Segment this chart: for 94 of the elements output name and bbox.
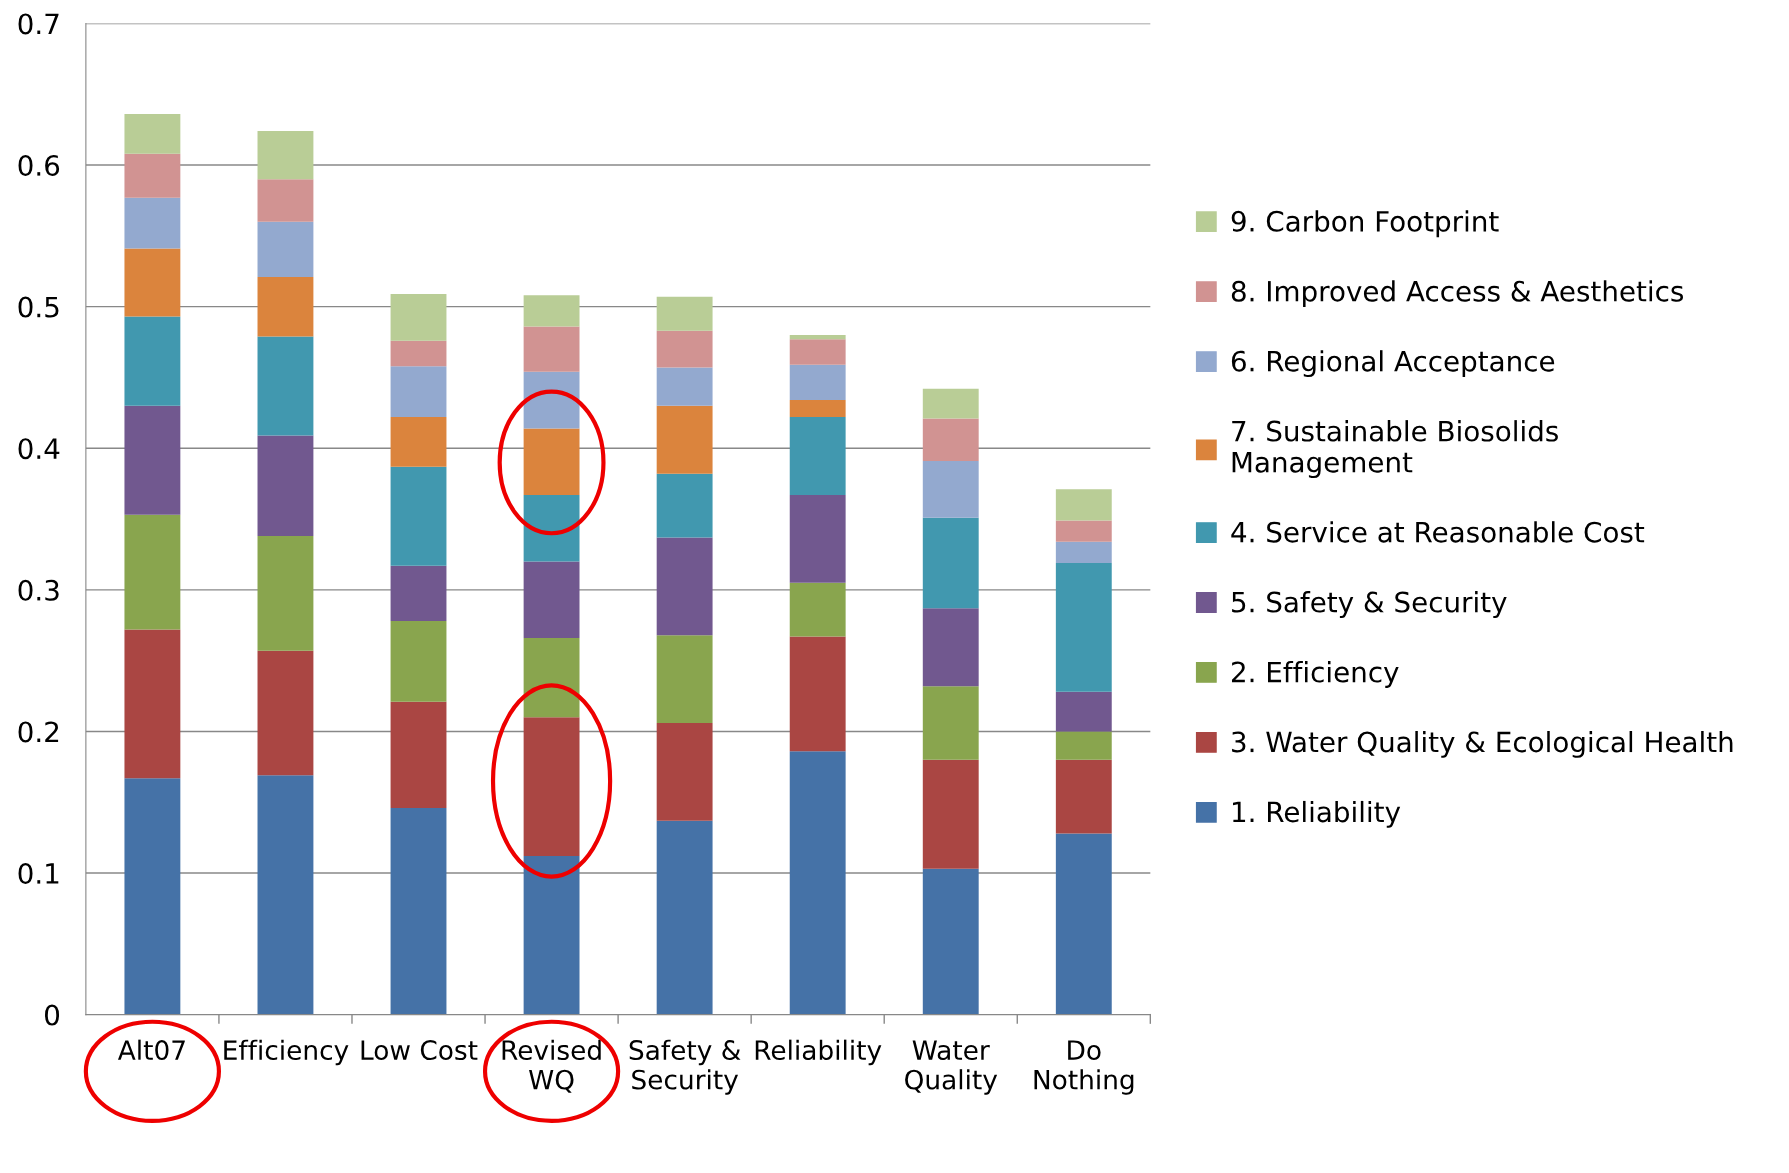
bar	[124, 248, 181, 317]
y-tick-label: 0.7	[18, 13, 59, 35]
bar	[1055, 691, 1112, 732]
bar	[523, 371, 580, 429]
bar	[656, 820, 713, 1015]
bar	[1055, 759, 1112, 834]
bar	[390, 340, 447, 367]
bar	[1055, 541, 1112, 563]
bar	[656, 330, 713, 368]
bar	[124, 197, 181, 249]
bar	[922, 759, 979, 869]
bar	[257, 276, 314, 337]
bar	[523, 494, 580, 562]
x-tick-label: Reliability	[755, 1039, 882, 1066]
bar	[257, 131, 314, 180]
x-tick-label: Safety & Security	[629, 1039, 741, 1095]
bar	[789, 582, 846, 637]
bar	[656, 296, 713, 331]
bar	[257, 775, 314, 1015]
bar	[1055, 520, 1112, 542]
bar	[922, 517, 979, 609]
bar	[257, 650, 314, 776]
bar	[124, 778, 181, 1015]
x-tick-label: Revised WQ	[502, 1039, 601, 1093]
bar	[789, 636, 846, 752]
x-tick-label: Efficiency	[224, 1039, 349, 1066]
bar	[390, 417, 447, 467]
legend-label: 9. Carbon Footprint	[1231, 210, 1499, 238]
bar	[523, 295, 580, 327]
bar	[523, 561, 580, 638]
bar	[789, 417, 846, 495]
legend-label: 4. Service at Reasonable Cost	[1231, 521, 1645, 543]
bar	[124, 514, 181, 630]
bar	[1055, 489, 1112, 521]
bar	[656, 722, 713, 821]
bar	[656, 635, 713, 723]
bar	[124, 316, 181, 406]
bar	[656, 405, 713, 474]
y-tick-label: 0.6	[18, 154, 60, 177]
bar	[922, 608, 979, 687]
bar	[390, 466, 447, 566]
legend-label: 1. Reliability	[1233, 800, 1401, 828]
x-tick-label: Low Cost	[361, 1040, 478, 1061]
bar	[124, 405, 181, 515]
bar	[789, 364, 846, 401]
bar	[922, 686, 979, 760]
bar	[124, 153, 181, 198]
bar	[789, 494, 846, 583]
bar	[390, 701, 447, 808]
bar	[523, 326, 580, 372]
legend-label: 5. Safety & Security	[1232, 591, 1507, 618]
bar	[390, 807, 447, 1015]
bar	[257, 179, 314, 222]
bar	[789, 400, 846, 418]
y-tick-label: 0.4	[18, 438, 60, 460]
bar	[656, 367, 713, 406]
legend-label: 6. Regional Acceptance	[1231, 350, 1555, 378]
bar	[523, 428, 580, 495]
legend-label: 2. Efficiency	[1231, 661, 1399, 688]
bar	[789, 339, 846, 365]
bar	[1055, 731, 1112, 760]
bar	[124, 114, 181, 154]
bar	[1055, 562, 1112, 692]
bar	[390, 293, 447, 341]
bar	[523, 717, 580, 857]
y-tick-label: 0.2	[18, 721, 59, 743]
bar	[257, 221, 314, 277]
bar	[390, 565, 447, 621]
bar	[789, 751, 846, 1015]
legend-label: 8. Improved Access & Aesthetics	[1231, 280, 1684, 308]
x-tick-label: Alt07	[117, 1039, 185, 1061]
bar	[656, 537, 713, 636]
bar	[922, 868, 979, 1015]
bar	[124, 629, 181, 779]
bar	[257, 336, 314, 436]
x-tick-label: Water Quality	[905, 1040, 998, 1095]
bar	[390, 621, 447, 702]
bar	[789, 334, 846, 340]
legend-label: 3. Water Quality & Ecological Health	[1232, 730, 1733, 758]
legend-label: 7. Sustainable Biosolids Management	[1232, 420, 1558, 479]
y-tick-label: 0.5	[18, 296, 59, 318]
y-tick-label: 0.1	[18, 862, 59, 884]
y-tick-label: 0	[45, 1004, 60, 1026]
bar	[523, 637, 580, 718]
bar	[1055, 833, 1112, 1015]
bar	[922, 388, 979, 419]
bar	[656, 473, 713, 538]
bar	[257, 536, 314, 651]
bar	[922, 418, 979, 461]
bar	[390, 366, 447, 418]
bar	[922, 461, 979, 518]
x-tick-label: Do Nothing	[1034, 1040, 1134, 1095]
bar	[257, 435, 314, 537]
y-tick-label: 0.3	[18, 579, 59, 601]
